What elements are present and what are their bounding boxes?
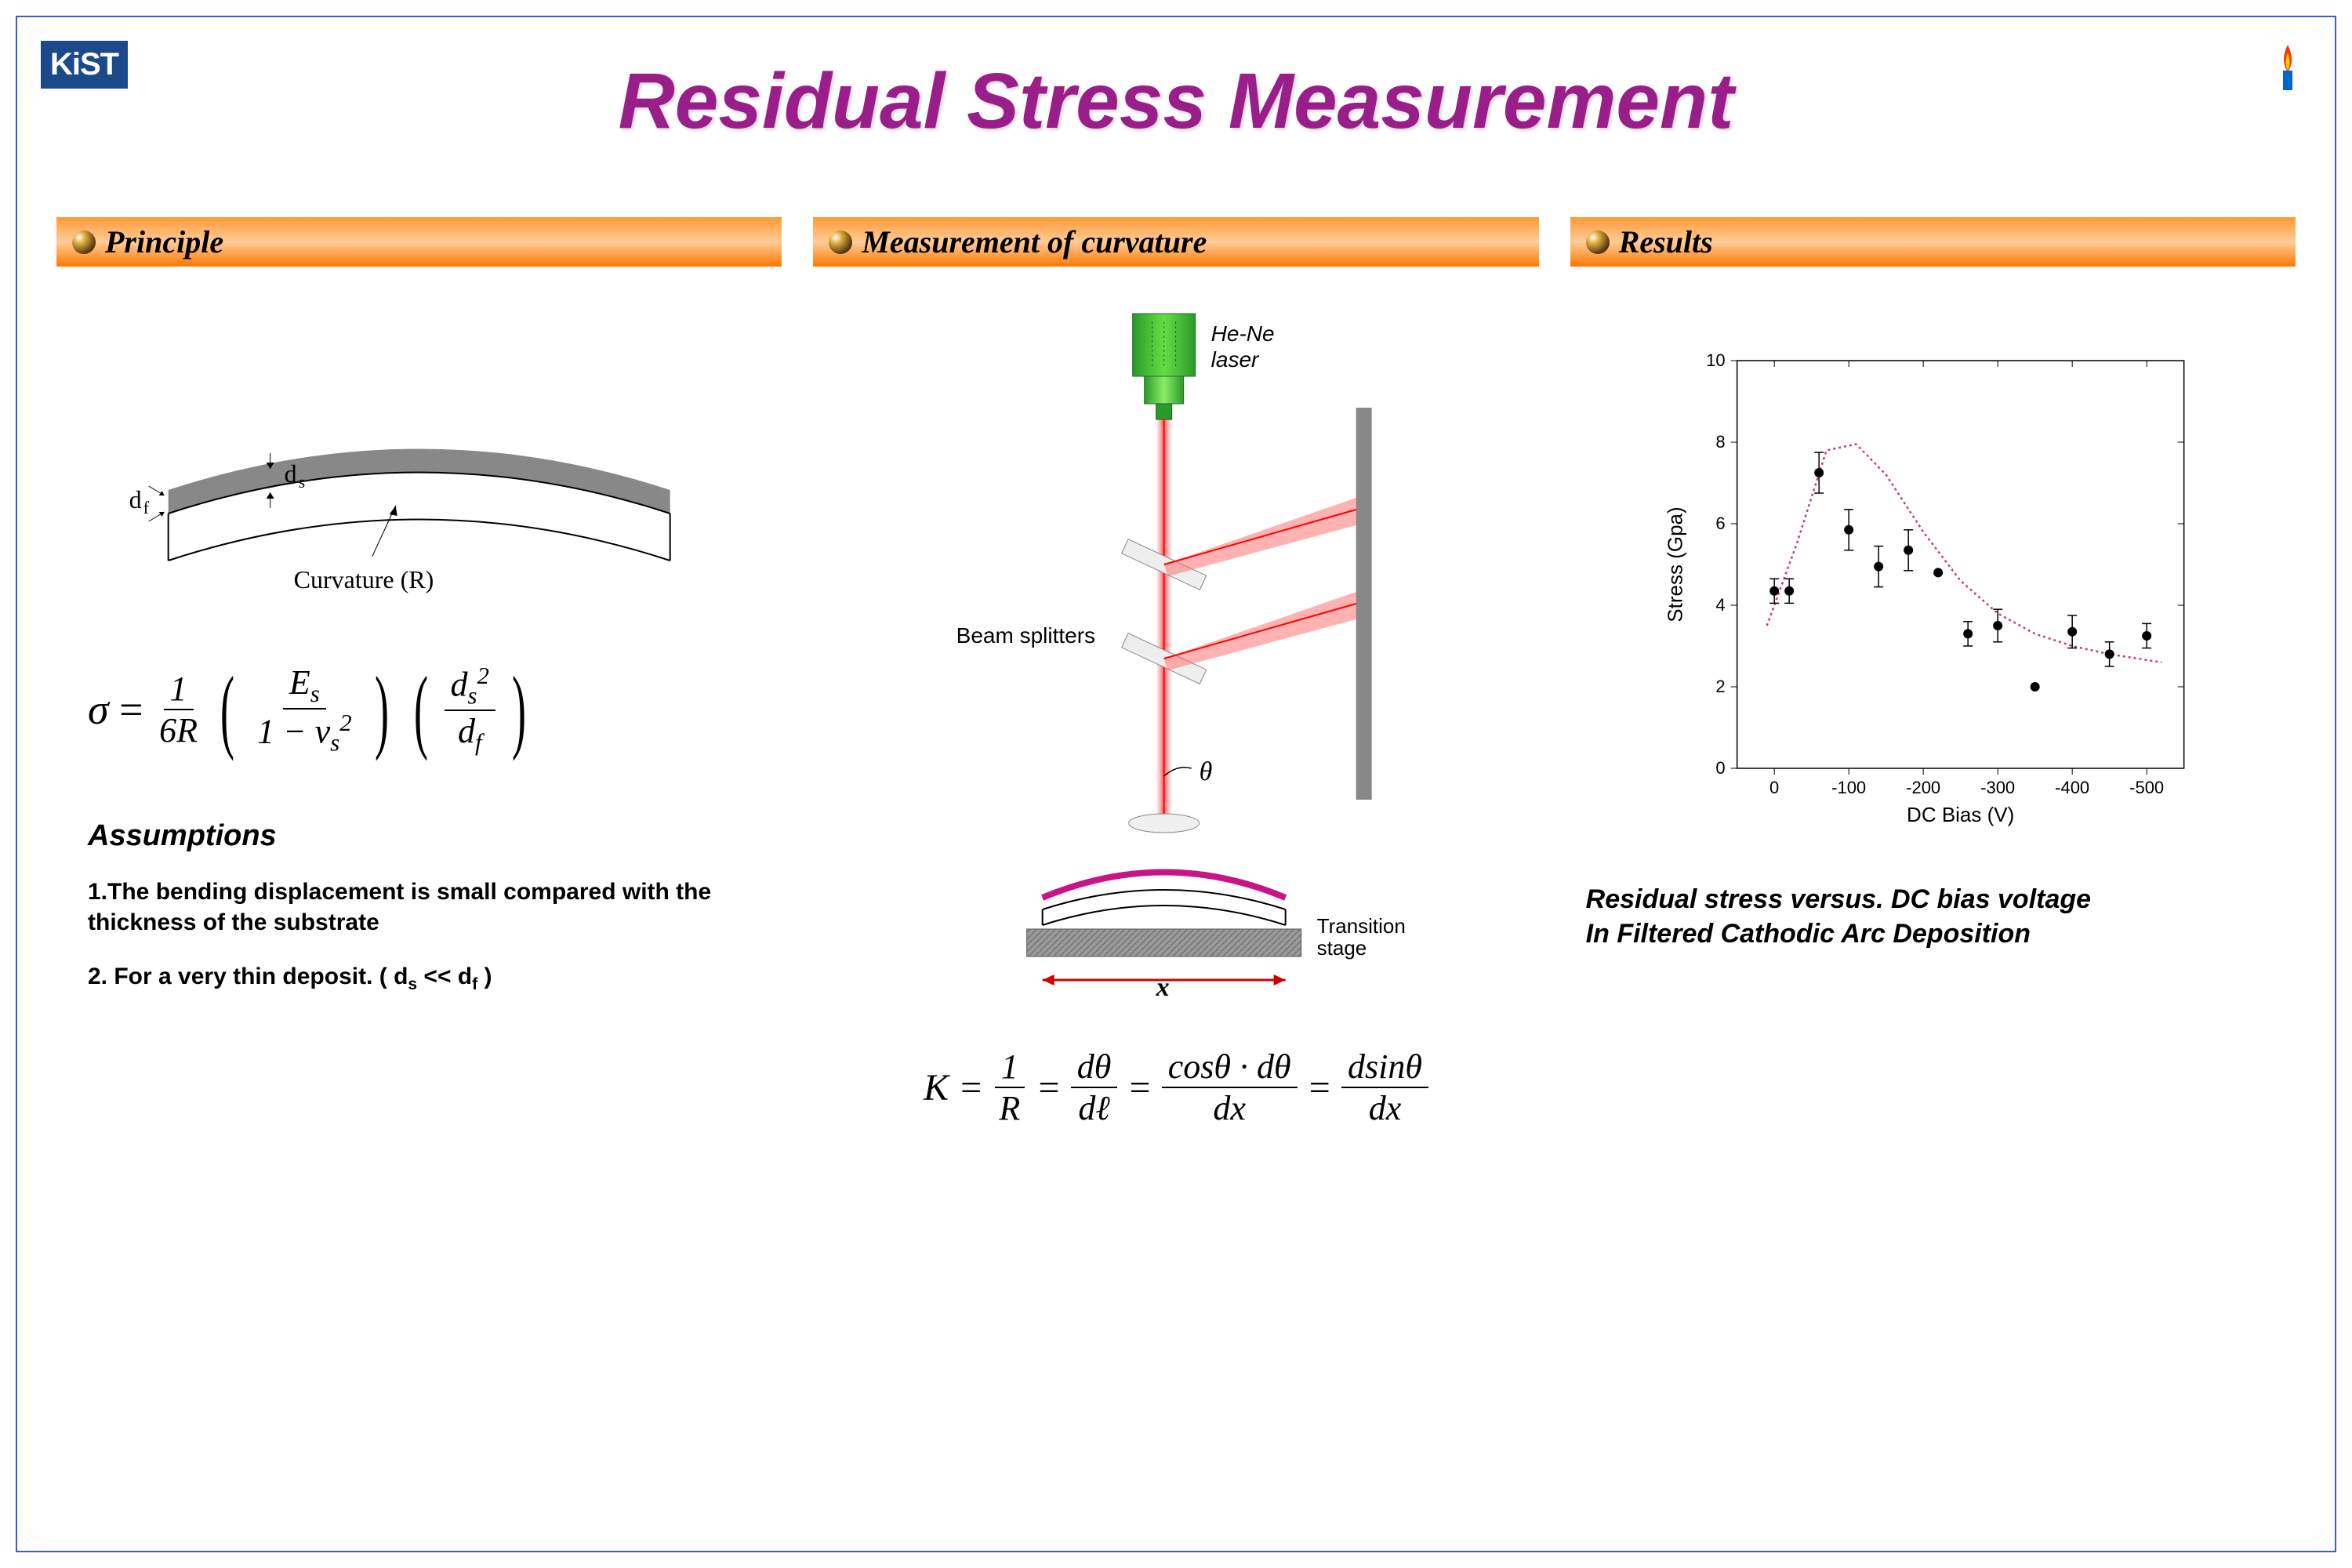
section-header-results: Results	[1570, 217, 2296, 267]
column-measurement: Measurement of curvature	[813, 217, 1538, 1128]
svg-text:6: 6	[1715, 514, 1725, 533]
svg-text:0: 0	[1715, 758, 1725, 778]
column-results: Results 0 2 4 6 8 10 0 -100 -200 -300 -400 -500 DC B…	[1570, 217, 2296, 1128]
bullet-icon	[72, 230, 96, 254]
svg-text:4: 4	[1715, 595, 1725, 615]
stoney-equation: σ = 1 6R ( Es 1 − νs2 ) ( ds2 d	[56, 662, 782, 757]
eq-num-1: 1	[164, 669, 194, 710]
eq-den-6R: 6R	[153, 710, 204, 750]
results-content: 0 2 4 6 8 10 0 -100 -200 -300 -400 -500 DC Bias (V) S…	[1570, 267, 2296, 1128]
section-title: Measurement of curvature	[862, 223, 1207, 260]
slide-frame: KiST KIST DLC Residual Stress Measuremen…	[16, 16, 2336, 1552]
title-text: Residual Stress Measurement	[619, 57, 1734, 145]
svg-text:stage: stage	[1317, 936, 1367, 960]
svg-text:0: 0	[1769, 778, 1779, 797]
bullet-icon	[829, 230, 852, 254]
svg-text:θ: θ	[1200, 757, 1213, 786]
assumption-1: 1.The bending displacement is small comp…	[56, 877, 782, 938]
column-principle: Principle d f	[56, 217, 782, 1128]
svg-text:d: d	[285, 459, 297, 488]
svg-text:d: d	[129, 485, 142, 514]
svg-text:8: 8	[1715, 432, 1725, 452]
eq-sigma: σ	[88, 685, 109, 734]
principle-content: d f d s Curvature (R) σ	[56, 267, 782, 1128]
svg-text:Stress (Gpa): Stress (Gpa)	[1663, 506, 1686, 622]
svg-text:10: 10	[1706, 350, 1725, 370]
svg-text:2: 2	[1715, 677, 1725, 696]
page-title: KIST DLC Residual Stress Measurement	[56, 56, 2296, 147]
section-title: Principle	[105, 223, 223, 260]
columns: Principle d f	[56, 217, 2296, 1128]
svg-text:f: f	[143, 498, 150, 517]
svg-text:DC Bias (V): DC Bias (V)	[1907, 803, 2014, 826]
svg-text:-500: -500	[2129, 778, 2164, 797]
section-header-principle: Principle	[56, 217, 782, 267]
assumption-2: 2. For a very thin deposit. ( ds << df )	[56, 961, 782, 995]
section-header-measurement: Measurement of curvature	[813, 217, 1538, 267]
eq-equals: =	[117, 685, 145, 734]
svg-text:-400: -400	[2055, 778, 2089, 797]
svg-text:He-Ne: He-Ne	[1211, 321, 1275, 346]
svg-text:Curvature (R): Curvature (R)	[294, 565, 434, 593]
results-caption: Residual stress versus. DC bias voltage …	[1570, 882, 2296, 951]
curvature-k-equation: K = 1 R = dθ dℓ = cosθ · dθ dx	[813, 1047, 1538, 1128]
assumptions-heading: Assumptions	[56, 819, 782, 853]
svg-text:-300: -300	[1980, 778, 2015, 797]
svg-text:Beam splitters: Beam splitters	[956, 623, 1095, 648]
measurement-content: He-Ne laser	[813, 267, 1538, 1128]
laser-apparatus-diagram: He-Ne laser	[813, 306, 1538, 1011]
svg-text:-200: -200	[1906, 778, 1940, 797]
svg-text:laser: laser	[1211, 347, 1260, 372]
svg-text:x: x	[1156, 973, 1170, 1002]
beam-curvature-diagram: d f d s Curvature (R)	[56, 408, 782, 612]
svg-text:-100: -100	[1831, 778, 1866, 797]
stress-vs-bias-chart: 0 2 4 6 8 10 0 -100 -200 -300 -400 -500 DC Bias (V) S…	[1570, 345, 2296, 831]
bullet-icon	[1586, 230, 1610, 254]
section-title: Results	[1619, 223, 1713, 260]
svg-text:s: s	[299, 472, 306, 492]
svg-text:Transition: Transition	[1317, 914, 1406, 938]
